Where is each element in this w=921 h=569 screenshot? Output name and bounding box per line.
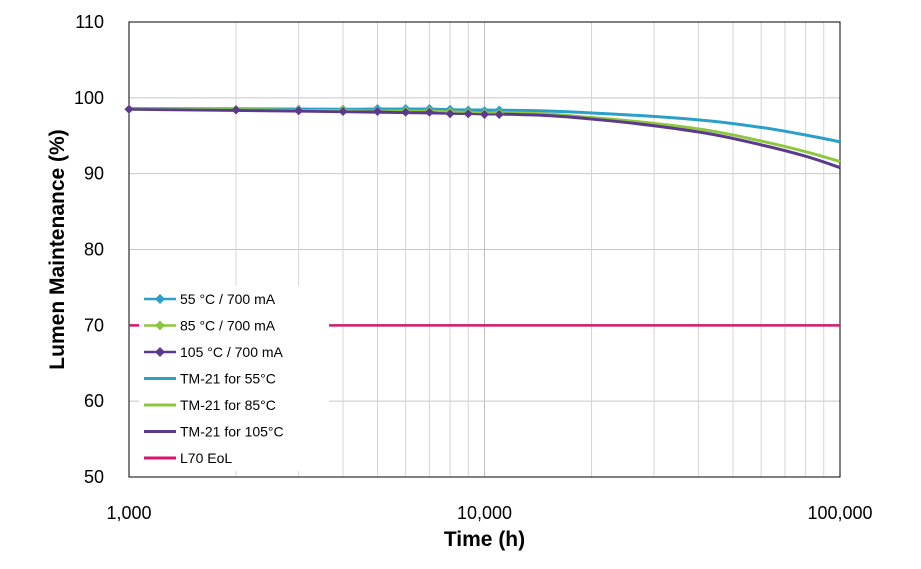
data-point-105-c-700-ma [424, 107, 434, 117]
x-axis-title: Time (h) [444, 528, 525, 551]
plot-frame [128, 21, 841, 478]
y-tick-label: 50 [84, 467, 104, 487]
y-tick-label: 100 [74, 88, 104, 108]
data-point-105-c-700-ma [401, 107, 411, 117]
legend-label-l70-eol: L70 EoL [180, 450, 232, 466]
legend-label-tm-21-for-55-c: TM-21 for 55°C [180, 371, 276, 387]
data-point-105-c-700-ma [480, 110, 489, 120]
data-point-105-c-700-ma [124, 104, 134, 114]
legend-marker-55-c-700-ma [155, 294, 165, 304]
data-point-105-c-700-ma [338, 106, 348, 116]
legend-marker-105-c-700-ma [155, 347, 165, 357]
x-tick-label: 1,000 [106, 503, 151, 523]
data-point-105-c-700-ma [231, 105, 241, 115]
y-tick-label: 80 [84, 240, 104, 260]
data-point-105-c-700-ma [494, 110, 504, 120]
legend-label-tm-21-for-105-c: TM-21 for 105°C [180, 424, 284, 440]
legend-marker-85-c-700-ma [155, 320, 165, 331]
legend-label-105-c-700-ma: 105 °C / 700 mA [180, 344, 284, 360]
y-axis-title: Lumen Maintenance (%) [46, 129, 69, 369]
y-tick-label: 90 [84, 164, 104, 184]
legend-label-85-c-700-ma: 85 °C / 700 mA [180, 318, 276, 334]
y-tick-label: 70 [84, 315, 104, 335]
legend-label-55-c-700-ma: 55 °C / 700 mA [180, 291, 276, 307]
data-point-105-c-700-ma [463, 109, 473, 119]
x-tick-label: 100,000 [807, 503, 872, 523]
data-point-105-c-700-ma [445, 109, 455, 119]
gridlines [129, 22, 840, 477]
legend-label-tm-21-for-85-c: TM-21 for 85°C [180, 397, 276, 413]
x-tick-labels: 1,000 10,000 100,000 [106, 503, 872, 523]
data-point-105-c-700-ma [294, 106, 304, 116]
x-tick-label: 10,000 [457, 503, 512, 523]
y-tick-label: 60 [84, 391, 104, 411]
y-tick-label: 110 [75, 12, 104, 32]
legend: 55 °C / 700 mA 85 °C / 700 mA 105 °C / 700… [144, 291, 284, 466]
y-tick-labels: 50 60 70 80 90 100 110 [74, 12, 104, 487]
data-point-105-c-700-ma [372, 106, 382, 116]
